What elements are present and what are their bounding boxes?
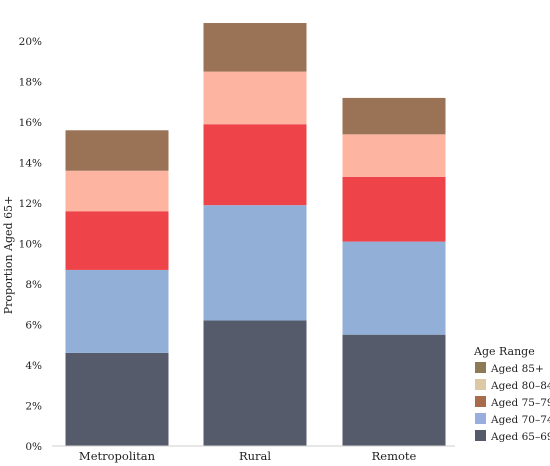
- bar-segment: [203, 23, 307, 72]
- x-axis: Metropolitan Rural Remote: [52, 445, 455, 463]
- y-tick-label: 0%: [25, 441, 42, 453]
- legend-label: Aged 85+: [490, 363, 544, 375]
- bar-segment: [203, 320, 307, 446]
- bar-segment: [65, 352, 169, 446]
- bar-segment: [342, 97, 446, 135]
- legend-swatch: [475, 362, 486, 373]
- bar-segment: [203, 124, 307, 206]
- y-tick-label: 20%: [19, 36, 42, 48]
- legend-label: Aged 65–69: [490, 431, 550, 443]
- x-tick-label: Remote: [372, 449, 417, 463]
- y-tick-label: 4%: [25, 360, 42, 372]
- y-tick-label: 8%: [25, 279, 42, 291]
- bar-stack-remote: [342, 97, 446, 446]
- bar-segment: [65, 211, 169, 270]
- legend-swatch: [475, 396, 486, 407]
- bar-stack-rural: [203, 23, 307, 446]
- legend-swatch: [475, 430, 486, 441]
- x-tick-label: Metropolitan: [79, 449, 156, 463]
- legend: Age Range Aged 85+ Aged 80–84 Aged 75–79 Ag…: [473, 345, 550, 443]
- legend-label: Aged 75–79: [490, 397, 550, 409]
- legend-label: Aged 70–74: [490, 414, 550, 426]
- y-tick-label: 10%: [19, 239, 42, 251]
- bar-segment: [342, 134, 446, 177]
- bar-segment: [203, 205, 307, 321]
- bar-segment: [342, 241, 446, 335]
- bar-stack-metropolitan: [65, 130, 169, 446]
- bars: [65, 23, 446, 446]
- legend-swatch: [475, 379, 486, 390]
- y-tick-label: 14%: [19, 158, 42, 170]
- bar-segment: [342, 176, 446, 242]
- legend-swatch: [475, 413, 486, 424]
- y-tick-label: 18%: [19, 77, 42, 89]
- y-tick-label: 16%: [19, 117, 42, 129]
- x-tick-label: Rural: [239, 449, 271, 463]
- bar-segment: [65, 170, 169, 212]
- y-axis-label: Proportion Aged 65+: [2, 196, 15, 315]
- bar-segment: [65, 269, 169, 353]
- bar-segment: [342, 334, 446, 446]
- y-axis: 0% 2% 4% 6% 8% 10% 12% 14% 16% 18% 20%: [19, 36, 42, 453]
- legend-label: Aged 80–84: [490, 380, 550, 392]
- y-tick-label: 2%: [25, 401, 42, 413]
- bar-segment: [203, 71, 307, 125]
- y-tick-label: 12%: [19, 198, 42, 210]
- legend-title: Age Range: [473, 345, 535, 358]
- y-tick-label: 6%: [25, 320, 42, 332]
- bar-segment: [65, 130, 169, 171]
